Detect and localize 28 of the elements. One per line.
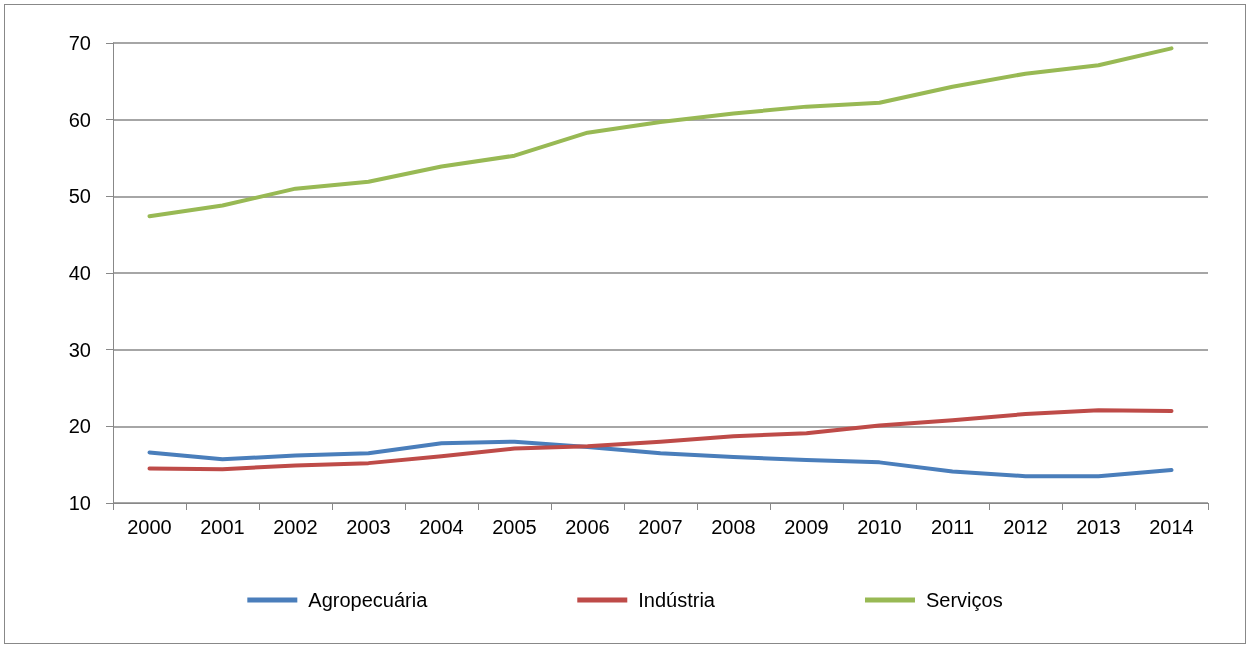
y-tick-label: 40 — [68, 262, 91, 284]
x-tick-label: 2004 — [419, 516, 464, 538]
x-tick-label: 2011 — [930, 516, 975, 538]
line-series — [147, 46, 1174, 219]
y-tick-label: 10 — [68, 492, 91, 514]
x-tick-label: 2007 — [638, 516, 683, 538]
legend-label: Indústria — [638, 589, 716, 611]
legend-label: Agropecuária — [308, 589, 429, 611]
y-tick-label: 50 — [68, 185, 91, 208]
x-tick-label: 2010 — [857, 516, 902, 538]
x-tick-label: 2012 — [1003, 516, 1048, 538]
x-tick-label: 2002 — [273, 516, 318, 538]
x-tick-label: 2006 — [565, 516, 610, 538]
y-tick-label: 60 — [68, 108, 91, 131]
y-tick-label: 70 — [68, 32, 91, 54]
x-tick-label: 2000 — [127, 516, 172, 538]
x-tick-label: 2008 — [711, 516, 756, 538]
line-series — [147, 408, 1174, 472]
y-tick-label: 30 — [68, 338, 91, 361]
x-tick-label: 2005 — [492, 516, 537, 538]
y-tick-label: 20 — [68, 415, 91, 438]
x-tick-label: 2003 — [346, 516, 391, 538]
legend-label: Serviços — [925, 589, 1003, 611]
x-tick-label: 2009 — [784, 516, 829, 538]
line-series — [147, 439, 1174, 479]
x-tick-label: 2013 — [1076, 516, 1121, 538]
x-tick-label: 2014 — [1149, 516, 1194, 538]
x-tick-label: 2001 — [200, 516, 245, 538]
